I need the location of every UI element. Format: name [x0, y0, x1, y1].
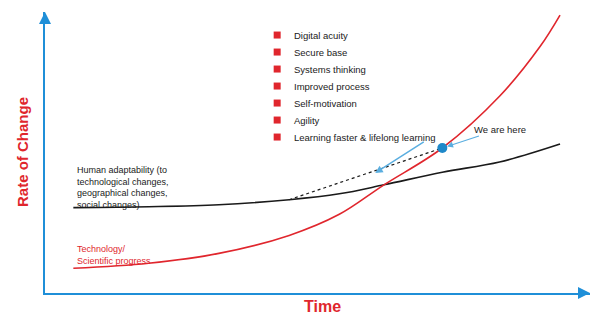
svg-text:Technology/Scientific progress: Technology/Scientific progress [77, 244, 151, 266]
svg-text:Secure base: Secure base [294, 47, 347, 58]
svg-text:Self-motivation: Self-motivation [294, 98, 357, 109]
svg-text:Improved process: Improved process [294, 81, 370, 92]
svg-text:Rate of Change: Rate of Change [14, 97, 31, 207]
svg-text:We are here: We are here [474, 124, 526, 135]
svg-text:Digital acuity: Digital acuity [294, 30, 348, 41]
svg-text:Systems thinking: Systems thinking [294, 64, 366, 75]
svg-text:Learning faster & lifelong lea: Learning faster & lifelong learning [294, 132, 436, 143]
svg-text:Human adaptability (totechnolo: Human adaptability (totechnological chan… [77, 165, 169, 210]
svg-text:Agility: Agility [294, 115, 320, 126]
svg-text:Time: Time [304, 298, 341, 315]
